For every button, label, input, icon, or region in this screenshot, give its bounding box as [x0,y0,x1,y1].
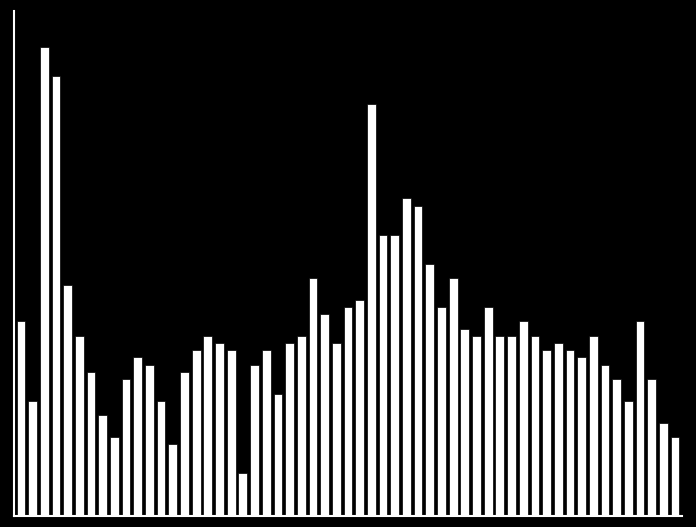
Bar [192,350,200,516]
Bar [379,235,388,516]
Bar [449,278,457,516]
Bar [168,444,177,516]
Bar [402,199,411,516]
Bar [601,365,610,516]
Bar [589,336,598,516]
Bar [332,343,341,516]
Bar [542,350,551,516]
Bar [320,314,329,516]
Bar [484,307,493,516]
Bar [17,321,25,516]
Bar [507,336,516,516]
Bar [134,357,142,516]
Bar [227,350,235,516]
Bar [355,300,364,516]
Bar [635,321,644,516]
Bar [554,343,562,516]
Bar [566,350,574,516]
Bar [52,75,61,516]
Bar [425,264,434,516]
Bar [40,47,49,516]
Bar [659,423,667,516]
Bar [496,336,504,516]
Bar [647,379,656,516]
Bar [98,415,107,516]
Bar [274,394,283,516]
Bar [110,437,119,516]
Bar [344,307,352,516]
Bar [250,365,259,516]
Bar [367,104,376,516]
Bar [86,372,95,516]
Bar [215,343,224,516]
Bar [239,473,247,516]
Bar [472,336,481,516]
Bar [203,336,212,516]
Bar [308,278,317,516]
Bar [612,379,621,516]
Bar [29,401,37,516]
Bar [145,365,154,516]
Bar [461,328,469,516]
Bar [671,437,679,516]
Bar [577,357,586,516]
Bar [262,350,271,516]
Bar [297,336,306,516]
Bar [285,343,294,516]
Bar [75,336,84,516]
Bar [63,285,72,516]
Bar [180,372,189,516]
Bar [624,401,633,516]
Bar [157,401,166,516]
Bar [530,336,539,516]
Bar [413,206,422,516]
Bar [122,379,130,516]
Bar [390,235,399,516]
Bar [519,321,528,516]
Bar [437,307,446,516]
